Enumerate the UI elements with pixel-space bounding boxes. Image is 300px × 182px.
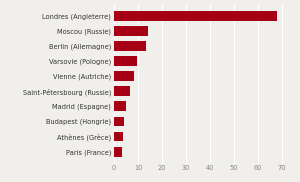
Bar: [114, 56, 137, 66]
Bar: [114, 86, 130, 96]
Bar: [114, 132, 123, 141]
Bar: [114, 26, 148, 36]
Bar: [114, 71, 134, 81]
Bar: [114, 11, 277, 21]
Bar: [114, 41, 146, 51]
Bar: [114, 147, 122, 157]
Bar: [114, 116, 124, 126]
Bar: [114, 101, 126, 111]
